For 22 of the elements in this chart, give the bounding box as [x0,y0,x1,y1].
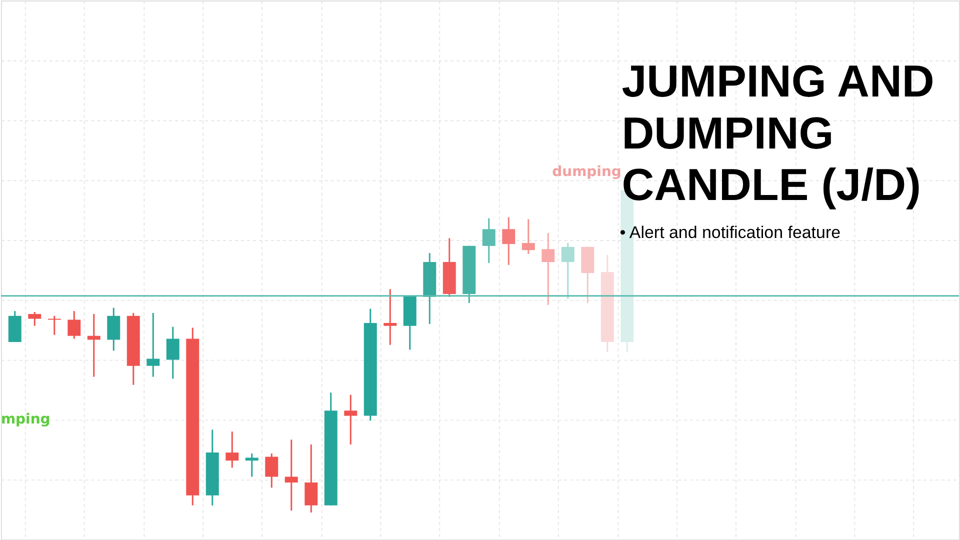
candlestick [245,452,258,478]
candlestick [304,444,318,514]
candlestick [522,218,535,255]
candlestick [284,438,298,512]
candlestick [68,310,81,340]
candlestick [226,430,239,468]
candlestick [265,452,278,488]
text: dumping [552,164,622,180]
text: • Alert and notification feature [620,223,841,242]
candlestick [107,307,120,352]
candlestick [482,217,496,264]
candlestick [166,326,180,380]
candlestick [561,242,574,300]
candlestick [28,311,42,327]
candlestick [87,313,100,378]
candlestick [542,232,555,306]
annotation: mping [1,412,50,428]
candlestick [502,216,516,266]
candlestick [384,288,397,346]
candlestick [344,394,358,446]
text: JUMPING AND DUMPING CANDLE (J/D) [622,55,934,210]
candlestick [146,312,160,378]
